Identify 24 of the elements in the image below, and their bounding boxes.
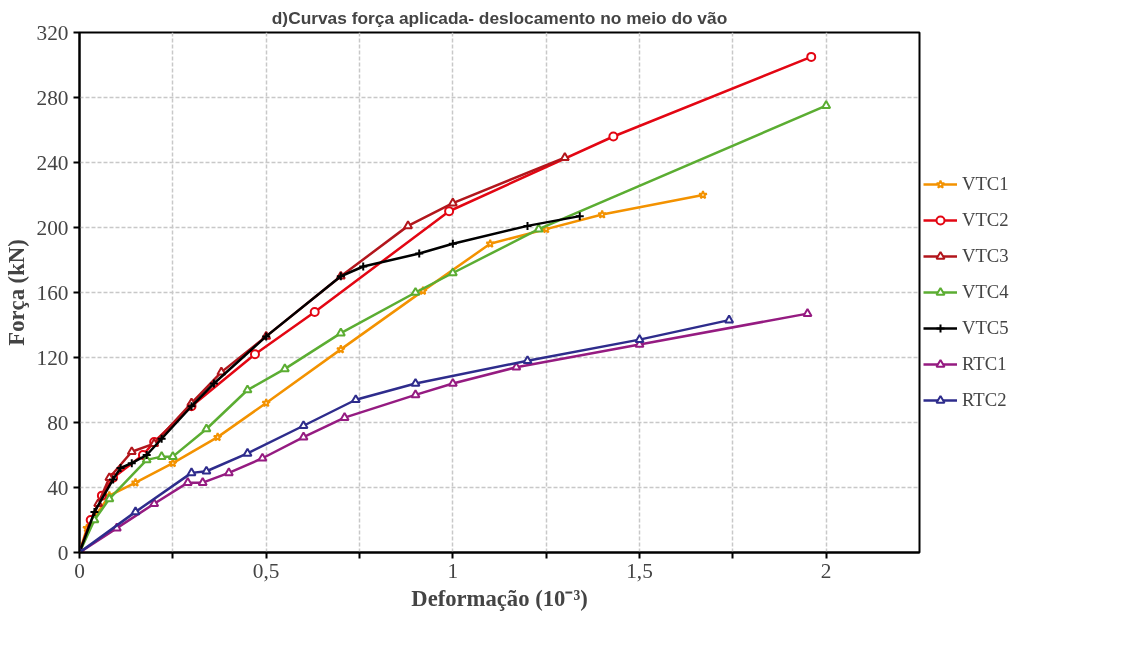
y-tick-label: 120 [36, 345, 69, 370]
x-tick-label: 0 [74, 558, 85, 583]
y-tick-label: 240 [36, 150, 69, 175]
x-tick-label: 2 [820, 558, 832, 583]
y-axis-title: Força (kN) [3, 239, 29, 346]
y-tick-label: 40 [47, 475, 69, 500]
legend-label: VTC4 [962, 281, 1009, 303]
y-tick-label: 80 [47, 410, 69, 435]
y-tick-label: 160 [36, 280, 69, 305]
y-tick-label: 0 [57, 540, 69, 565]
chart-title: d)Curvas força aplicada- deslocamento no meio do vão [271, 7, 728, 28]
legend-label: VTC3 [962, 245, 1009, 267]
y-tick-label: 200 [36, 215, 69, 240]
x-axis-title: Deformação (10⁻³) [411, 585, 588, 611]
legend-label: VTC1 [962, 173, 1009, 195]
legend-label: RTC1 [962, 353, 1007, 375]
y-tick-label: 280 [36, 85, 69, 110]
legend-label: RTC2 [962, 389, 1007, 411]
x-tick-label: 1,5 [626, 558, 653, 583]
legend-label: VTC2 [962, 209, 1009, 231]
y-tick-label: 320 [36, 20, 69, 45]
x-tick-label: 0,5 [252, 558, 280, 583]
legend-label: VTC5 [962, 317, 1009, 339]
x-tick-label: 1 [447, 558, 459, 583]
